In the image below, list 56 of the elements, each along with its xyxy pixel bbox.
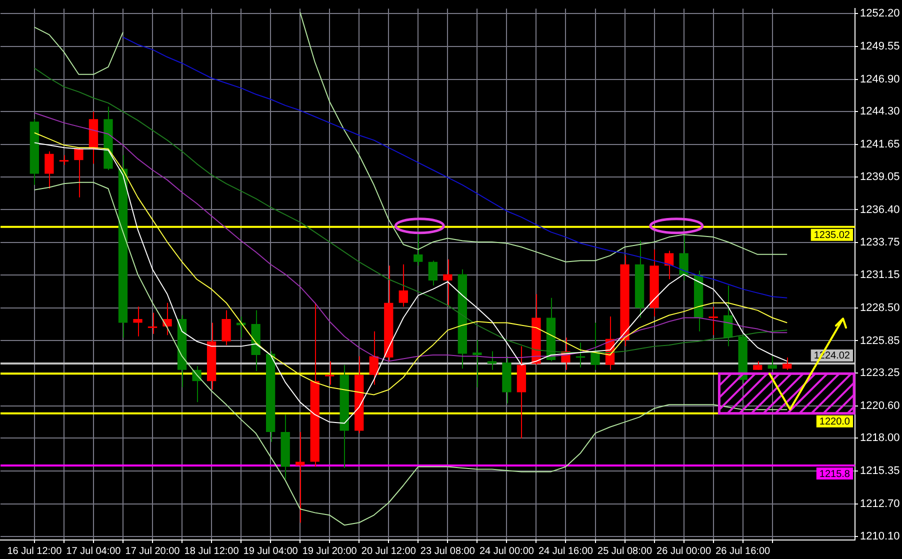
- y-tick-label: 1244.30: [860, 106, 900, 118]
- candlestick: [428, 260, 438, 286]
- y-tick-label: 1246.90: [860, 73, 900, 86]
- candlestick: [222, 310, 231, 346]
- y-tick-label: 1218.00: [860, 432, 900, 444]
- candlestick: [768, 356, 777, 370]
- x-tick-label: 17 Jul 20:00: [125, 546, 180, 557]
- y-tick-label: 1225.85: [860, 334, 900, 347]
- y-tick-label: 1223.25: [860, 367, 900, 380]
- y-tick-label: 1239.05: [860, 170, 900, 183]
- candlestick: [679, 234, 688, 282]
- x-tick-label: 24 Jul 00:00: [479, 546, 534, 557]
- x-tick-label: 17 Jul 04:00: [66, 546, 122, 557]
- y-tick-label: 1249.55: [860, 40, 900, 52]
- candlestick: [664, 250, 674, 280]
- y-tick-label: 1233.75: [860, 236, 900, 249]
- x-tick-label: 23 Jul 08:00: [420, 546, 476, 557]
- y-tick-label: 1236.40: [860, 204, 900, 216]
- candlestick: [162, 302, 172, 336]
- x-tick-label: 25 Jul 08:00: [598, 546, 652, 557]
- candlestick: [296, 431, 305, 524]
- x-tick-label: 19 Jul 20:00: [302, 546, 358, 557]
- candlestick: [59, 154, 69, 166]
- candlestick: [414, 230, 423, 266]
- candlestick: [133, 306, 142, 337]
- candlestick: [325, 360, 334, 386]
- candlestick: [398, 264, 408, 308]
- candlestick: [472, 340, 482, 388]
- x-tick-label: 24 Jul 16:00: [538, 546, 594, 557]
- x-tick-label: 26 Jul 00:00: [656, 546, 712, 557]
- y-tick-label: 1252.20: [860, 8, 900, 20]
- candlestick: [782, 356, 792, 370]
- candlestick: [708, 306, 718, 336]
- candlestick: [148, 312, 158, 334]
- y-tick-label: 1210.10: [860, 530, 900, 542]
- ref-line-label: 1220.0: [819, 416, 850, 428]
- x-tick-label: 19 Jul 04:00: [243, 546, 298, 557]
- ref-line-label: 1215.8: [819, 468, 850, 480]
- y-tick-label: 1212.70: [860, 498, 900, 510]
- candlestick: [576, 342, 586, 368]
- candlestick: [443, 258, 452, 308]
- candlestick: [369, 330, 378, 386]
- x-tick-label: 20 Jul 12:00: [361, 546, 416, 557]
- y-tick-label: 1220.60: [860, 400, 900, 412]
- candlestick: [74, 147, 84, 198]
- candlestick: [487, 350, 497, 370]
- y-tick-label: 1241.65: [860, 138, 900, 151]
- candlestick: [724, 284, 733, 347]
- y-tick-label: 1215.35: [860, 465, 900, 478]
- x-tick-label: 26 Jul 16:00: [716, 546, 771, 557]
- y-tick-label: 1228.50: [860, 302, 900, 314]
- candlestick: [44, 150, 54, 190]
- x-tick-label: 18 Jul 12:00: [184, 546, 240, 557]
- x-tick-label: 16 Jul 12:00: [7, 546, 62, 557]
- ref-line-label: 1235.02: [814, 230, 850, 242]
- y-tick-label: 1231.15: [860, 268, 900, 281]
